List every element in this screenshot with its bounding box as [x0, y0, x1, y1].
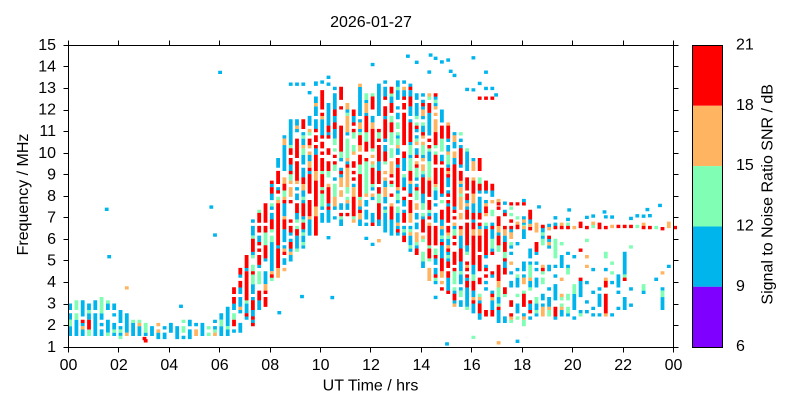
svg-text:15: 15 — [736, 157, 754, 174]
svg-text:21: 21 — [736, 36, 754, 53]
svg-text:04: 04 — [160, 357, 178, 374]
svg-text:6: 6 — [736, 338, 745, 355]
svg-text:7: 7 — [47, 210, 56, 227]
svg-text:16: 16 — [463, 357, 481, 374]
svg-text:9: 9 — [736, 278, 745, 295]
svg-text:02: 02 — [110, 357, 128, 374]
svg-text:18: 18 — [736, 97, 754, 114]
svg-text:9: 9 — [47, 166, 56, 183]
svg-text:12: 12 — [362, 357, 380, 374]
svg-text:08: 08 — [261, 357, 279, 374]
svg-text:6: 6 — [47, 231, 56, 248]
svg-text:12: 12 — [736, 218, 754, 235]
svg-text:3: 3 — [47, 296, 56, 313]
svg-text:12: 12 — [38, 102, 56, 119]
svg-text:Frequency / MHz: Frequency / MHz — [15, 134, 32, 256]
svg-text:15: 15 — [38, 37, 56, 54]
svg-text:2026-01-27: 2026-01-27 — [330, 14, 412, 31]
svg-text:20: 20 — [564, 357, 582, 374]
svg-text:22: 22 — [614, 357, 632, 374]
svg-text:Signal to Noise Ratio SNR / dB: Signal to Noise Ratio SNR / dB — [759, 84, 776, 305]
svg-text:1: 1 — [47, 339, 56, 356]
svg-text:06: 06 — [211, 357, 229, 374]
svg-text:00: 00 — [665, 357, 683, 374]
svg-text:00: 00 — [60, 357, 78, 374]
svg-text:14: 14 — [38, 59, 56, 76]
svg-text:10: 10 — [38, 145, 56, 162]
svg-text:10: 10 — [312, 357, 330, 374]
svg-text:11: 11 — [39, 123, 56, 140]
svg-text:8: 8 — [47, 188, 56, 205]
svg-text:5: 5 — [47, 253, 56, 270]
svg-text:UT Time / hrs: UT Time / hrs — [323, 378, 419, 395]
svg-text:14: 14 — [413, 357, 431, 374]
svg-text:13: 13 — [38, 80, 56, 97]
svg-text:18: 18 — [513, 357, 531, 374]
svg-text:2: 2 — [47, 317, 56, 334]
svg-text:4: 4 — [47, 274, 56, 291]
